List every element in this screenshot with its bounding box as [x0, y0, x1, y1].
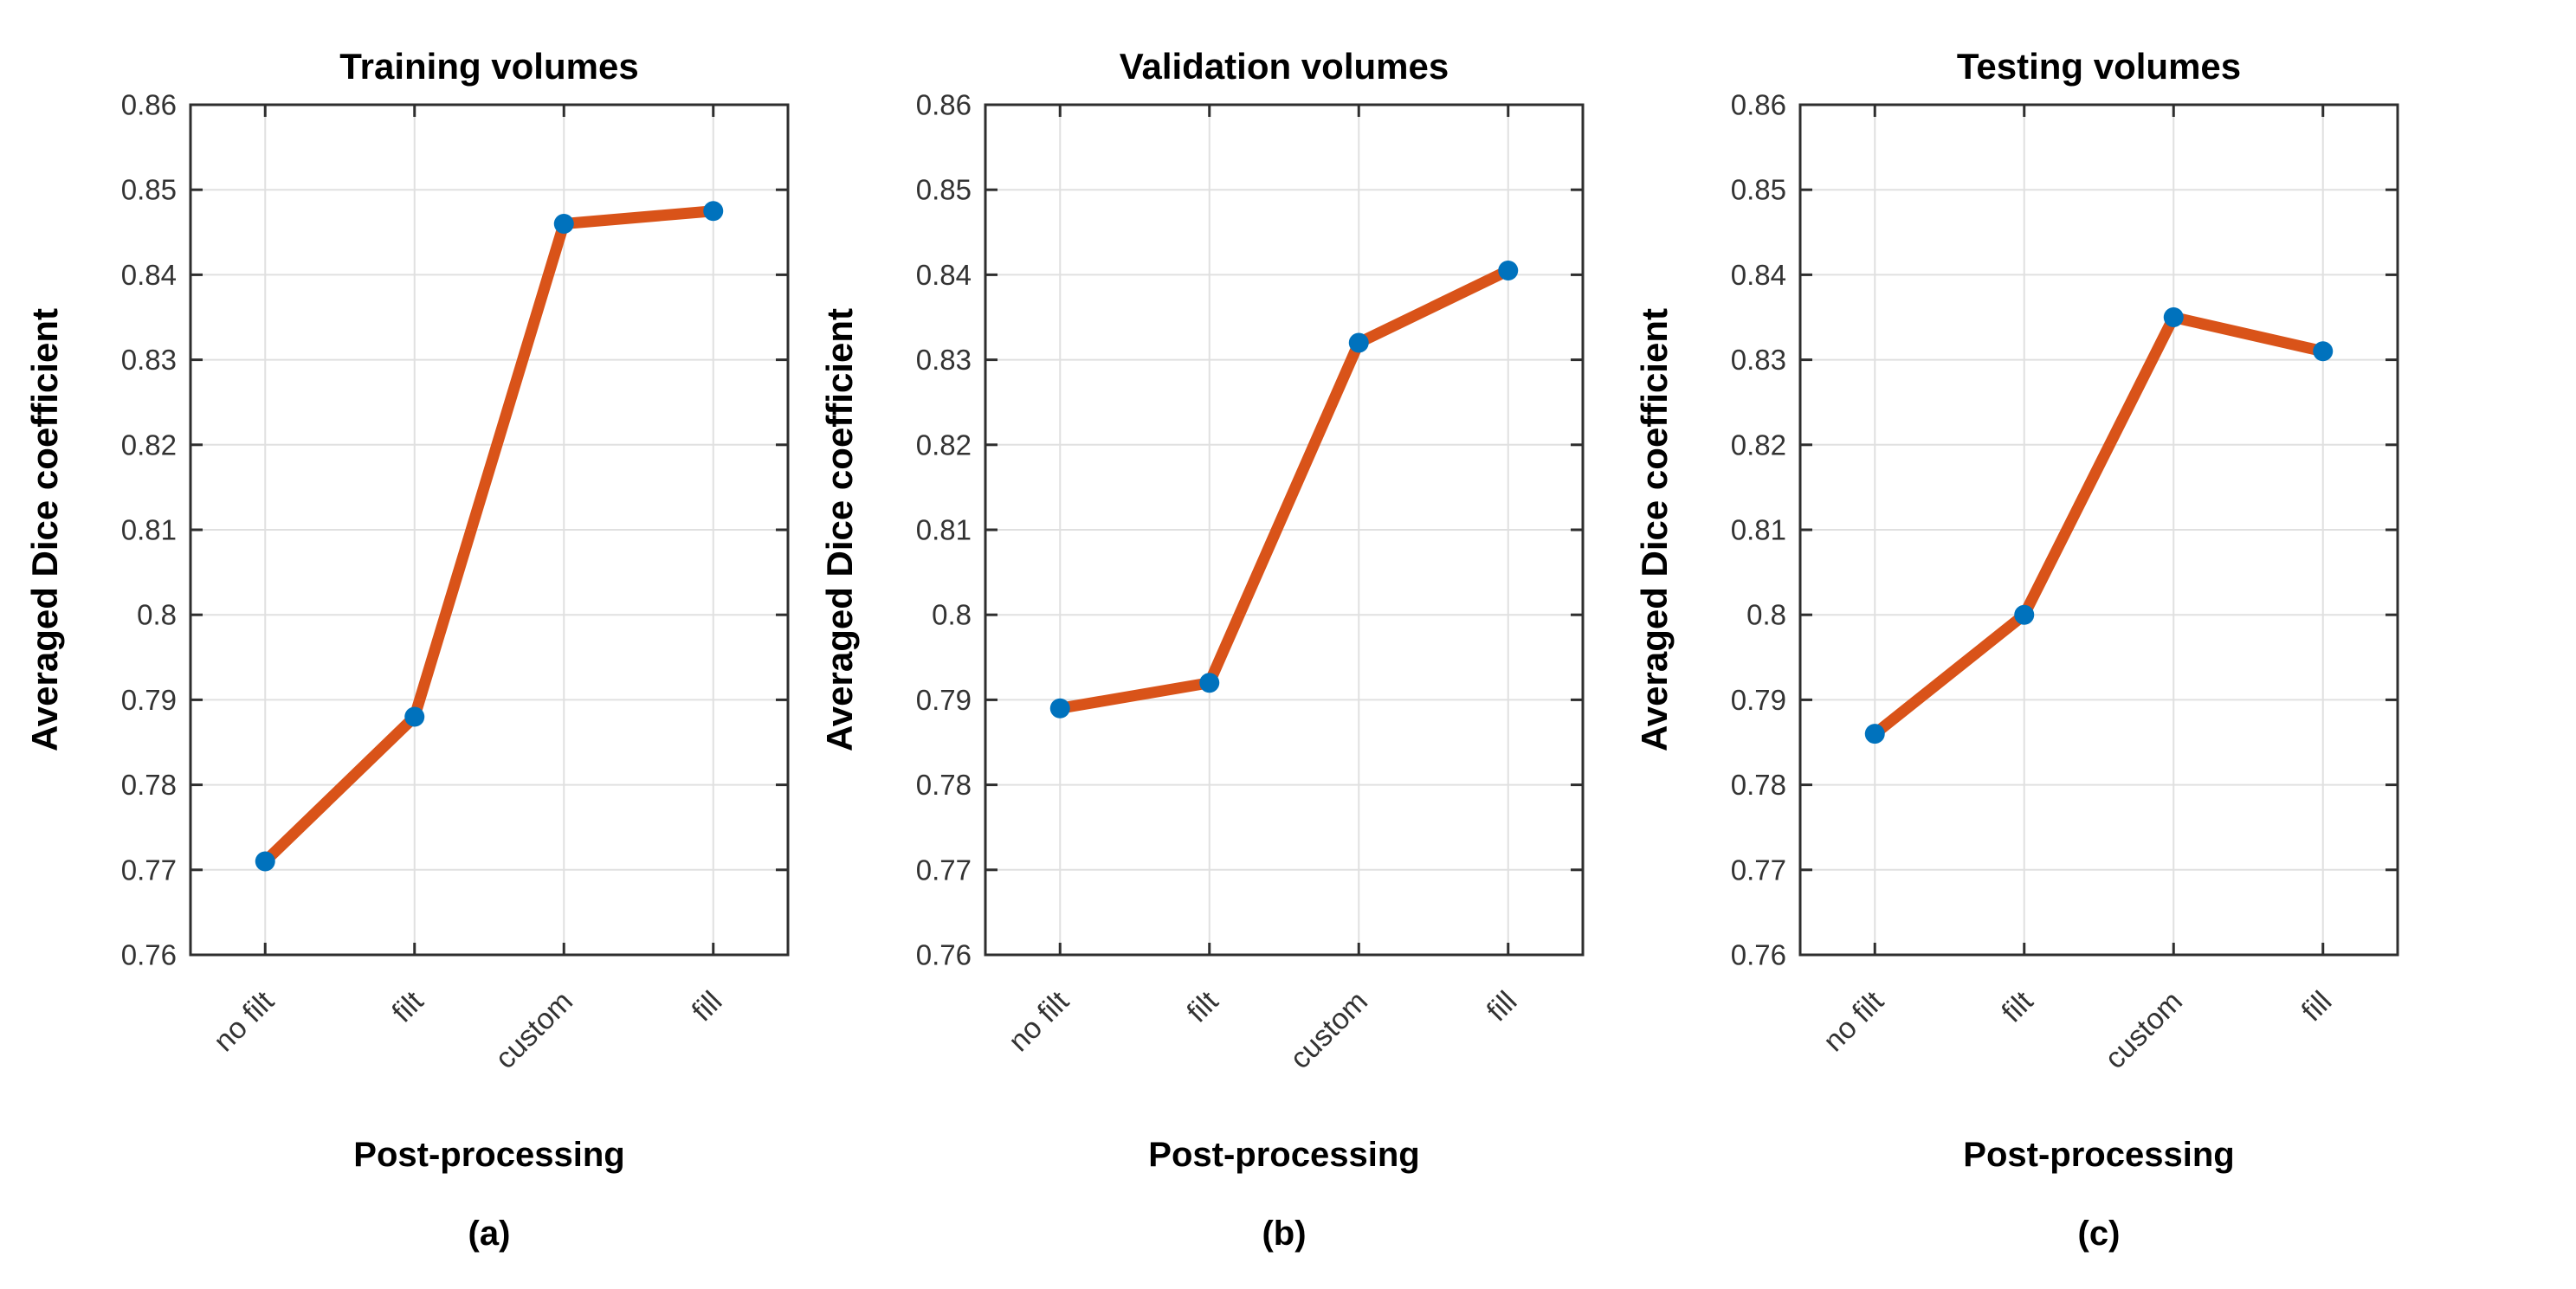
x-axis-label: Post-processing [1148, 1136, 1420, 1174]
y-tick-label: 0.84 [916, 259, 972, 291]
y-tick-label: 0.82 [916, 429, 972, 461]
subplot-training: Training volumes Averaged Dice coefficie… [0, 0, 857, 1289]
y-tick-label: 0.86 [916, 89, 972, 121]
data-point-marker [1498, 260, 1519, 280]
chart-title: Testing volumes [1956, 46, 2242, 87]
subplot-testing: Testing volumes Averaged Dice coefficien… [1610, 0, 2467, 1289]
data-point-marker [1199, 673, 1220, 693]
data-point-marker [1049, 698, 1070, 719]
x-tick-label: custom [2099, 985, 2189, 1075]
y-tick-label: 0.79 [121, 684, 177, 716]
y-tick-label: 0.84 [121, 259, 177, 291]
x-tick-label: fill [686, 985, 729, 1028]
y-tick-label: 0.81 [1731, 514, 1786, 546]
y-tick-label: 0.78 [121, 769, 177, 801]
x-tick-label: filt [1995, 984, 2039, 1028]
data-point-marker [553, 213, 574, 234]
validation-plot-area: 0.76 0.77 0.78 0.79 0.8 0.81 0.82 0.83 0.84 0.85 0… [916, 89, 1585, 1075]
y-tick-label: 0.77 [121, 854, 177, 886]
y-tick-label: 0.76 [121, 939, 177, 971]
series-line [259, 205, 720, 867]
y-tick-label: 0.8 [137, 599, 177, 631]
y-tick-label: 0.76 [1731, 939, 1786, 971]
subplot-validation: Validation volumes Averaged Dice coeffic… [795, 0, 1652, 1289]
y-tick-label: 0.76 [916, 939, 972, 971]
y-tick-label: 0.79 [1731, 684, 1786, 716]
y-tick-label: 0.78 [1731, 769, 1786, 801]
y-tick-label: 0.86 [121, 89, 177, 121]
x-tick-label: custom [489, 985, 579, 1075]
data-point-marker [703, 201, 724, 222]
data-point-marker [255, 851, 275, 872]
subplot-caption: (c) [2077, 1215, 2121, 1253]
y-tick-label: 0.81 [916, 514, 972, 546]
x-tick-label: filt [385, 984, 429, 1028]
data-point-marker [1864, 724, 1885, 744]
y-tick-label: 0.8 [1746, 599, 1786, 631]
chart-title: Validation volumes [1119, 46, 1449, 87]
x-tick-label: no filt [1817, 984, 1891, 1058]
y-tick-label: 0.83 [121, 344, 177, 376]
series-line [1869, 312, 2329, 740]
y-tick-label: 0.81 [121, 514, 177, 546]
y-tick-label: 0.79 [916, 684, 972, 716]
x-axis-label: Post-processing [353, 1136, 625, 1174]
x-tick-label: filt [1180, 984, 1224, 1028]
series-line [1054, 264, 1514, 714]
y-tick-label: 0.83 [1731, 344, 1786, 376]
data-point-marker [2163, 307, 2184, 327]
y-tick-label: 0.77 [916, 854, 972, 886]
data-point-marker [2014, 604, 2035, 625]
data-point-marker [2313, 341, 2334, 362]
y-tick-label: 0.77 [1731, 854, 1786, 886]
y-tick-label: 0.78 [916, 769, 972, 801]
y-tick-label: 0.85 [916, 174, 972, 206]
y-tick-label: 0.8 [932, 599, 972, 631]
x-tick-label: no filt [1003, 984, 1076, 1058]
y-tick-label: 0.85 [1731, 174, 1786, 206]
subplot-caption: (a) [468, 1215, 511, 1253]
x-axis-label: Post-processing [1963, 1136, 2235, 1174]
data-point-marker [404, 706, 425, 727]
x-tick-label: no filt [208, 984, 281, 1058]
subplot-caption: (b) [1262, 1215, 1307, 1253]
x-tick-label: fill [1481, 985, 1524, 1028]
y-tick-label: 0.82 [1731, 429, 1786, 461]
testing-plot-area: 0.76 0.77 0.78 0.79 0.8 0.81 0.82 0.83 0.84 0.85 0… [1731, 89, 2399, 1075]
y-tick-label: 0.82 [121, 429, 177, 461]
y-tick-label: 0.83 [916, 344, 972, 376]
chart-title: Training volumes [339, 46, 639, 87]
x-tick-label: fill [2295, 985, 2339, 1028]
y-tick-label: 0.85 [121, 174, 177, 206]
y-tick-label: 0.86 [1731, 89, 1786, 121]
y-tick-label: 0.84 [1731, 259, 1786, 291]
x-tick-label: custom [1284, 985, 1374, 1075]
training-plot-area: 0.76 0.77 0.78 0.79 0.8 0.81 0.82 0.83 0.84 0.85 0… [121, 89, 790, 1075]
data-point-marker [1348, 332, 1369, 353]
